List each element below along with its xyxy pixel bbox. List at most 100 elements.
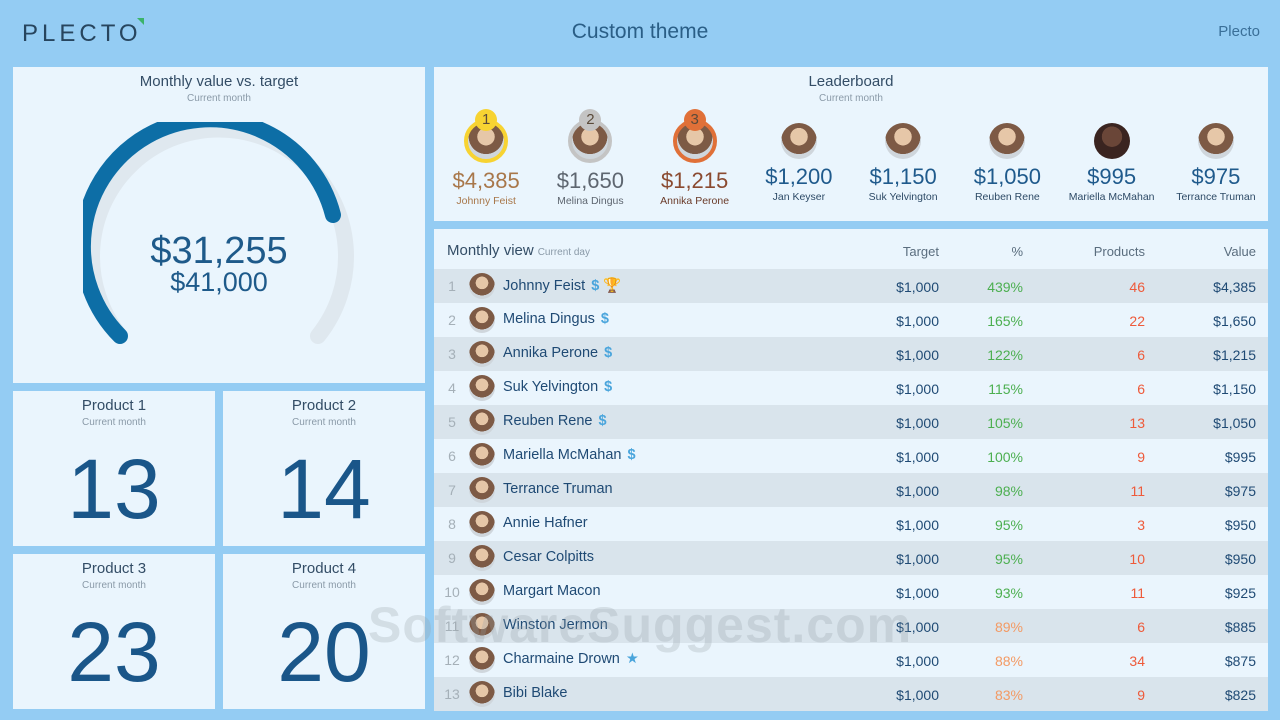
leaderboard-value: $995 xyxy=(1087,164,1137,189)
column-header-products[interactable]: Products xyxy=(1093,244,1145,259)
table-row[interactable]: 3 Annika Perone $ $1,000 122% 6 $1,215 xyxy=(434,337,1268,371)
leaderboard-list: 1 $4,385 Johnny Feist 2 $1,650 Melina Di… xyxy=(434,109,1268,207)
leaderboard-widget: Leaderboard Current month 1 $4,385 Johnn… xyxy=(434,67,1268,221)
achievement-icon: $ xyxy=(604,379,613,395)
table-row[interactable]: 6 Mariella McMahan $ $1,000 100% 9 $995 xyxy=(434,439,1268,473)
row-percent: 105% xyxy=(987,415,1023,431)
row-target: $1,000 xyxy=(896,551,939,567)
column-header-target[interactable]: Target xyxy=(902,244,939,259)
row-percent: 98% xyxy=(994,483,1023,499)
widget-subtitle: Current month xyxy=(82,417,146,428)
row-products: 6 xyxy=(1137,619,1145,635)
widget-subtitle: Current month xyxy=(292,580,356,591)
avatar xyxy=(469,647,495,673)
row-target: $1,000 xyxy=(896,619,939,635)
account-link[interactable]: Plecto xyxy=(1218,23,1260,40)
row-products: 13 xyxy=(1129,415,1145,431)
row-name: Winston Jermon xyxy=(503,617,614,633)
leaderboard-name: Annika Perone xyxy=(660,195,730,207)
row-products: 9 xyxy=(1137,449,1145,465)
row-value: $975 xyxy=(1224,483,1256,499)
employee-name: Suk Yelvington xyxy=(503,379,599,395)
row-value: $1,050 xyxy=(1213,415,1256,431)
avatar xyxy=(469,409,495,435)
leaderboard-value: $1,150 xyxy=(869,164,937,189)
table-row[interactable]: 8 Annie Hafner $1,000 95% 3 $950 xyxy=(434,507,1268,541)
table-row[interactable]: 2 Melina Dingus $ $1,000 165% 22 $1,650 xyxy=(434,303,1268,337)
gauge-arc xyxy=(83,122,354,344)
leaderboard-name: Mariella McMahan xyxy=(1068,191,1155,203)
gauge-widget: Monthly value vs. target Current month $… xyxy=(13,67,425,383)
achievement-icon: $ xyxy=(604,345,613,361)
row-products: 6 xyxy=(1137,347,1145,363)
avatar xyxy=(469,443,495,469)
table-row[interactable]: 12 Charmaine Drown ★ $1,000 88% 34 $875 xyxy=(434,643,1268,677)
employee-name: Annie Hafner xyxy=(503,515,588,531)
leaderboard-item: 3 $1,215 Annika Perone xyxy=(643,109,747,207)
avatar xyxy=(469,613,495,639)
row-target: $1,000 xyxy=(896,585,939,601)
avatar xyxy=(469,579,495,605)
row-rank: 3 xyxy=(448,346,456,362)
avatar xyxy=(989,123,1026,159)
table-row[interactable]: 1 Johnny Feist $ 🏆 $1,000 439% 46 $4,385 xyxy=(434,269,1268,303)
avatar xyxy=(469,545,495,571)
widget-title: Product 1 xyxy=(81,397,147,414)
avatar xyxy=(780,123,817,159)
table-row[interactable]: 7 Terrance Truman $1,000 98% 11 $975 xyxy=(434,473,1268,507)
row-value: $1,150 xyxy=(1213,381,1256,397)
row-target: $1,000 xyxy=(896,279,939,295)
row-rank: 4 xyxy=(448,380,456,396)
leaderboard-item: 1 $4,385 Johnny Feist xyxy=(434,109,538,207)
table-row[interactable]: 10 Margart Macon $1,000 93% 11 $925 xyxy=(434,575,1268,609)
row-name: Annika Perone $ xyxy=(503,345,612,361)
widget-title: Product 4 xyxy=(291,560,357,577)
row-rank: 6 xyxy=(448,448,456,464)
table-row[interactable]: 4 Suk Yelvington $ $1,000 115% 6 $1,150 xyxy=(434,371,1268,405)
logo-text: PLECTO xyxy=(22,20,142,47)
row-name: Melina Dingus $ xyxy=(503,311,609,327)
plecto-logo[interactable]: PLECTO xyxy=(22,18,144,48)
row-products: 22 xyxy=(1129,313,1145,329)
avatar xyxy=(469,477,495,503)
row-value: $825 xyxy=(1224,687,1256,703)
widget-title: Product 3 xyxy=(81,560,147,577)
column-header-percent[interactable]: % xyxy=(1011,244,1023,259)
row-target: $1,000 xyxy=(896,653,939,669)
monthly-view-table: Monthly view Current day Target % Product… xyxy=(434,229,1268,711)
rank-badge-bronze: 3 xyxy=(683,109,706,131)
table-row[interactable]: 11 Winston Jermon $1,000 89% 6 $885 xyxy=(434,609,1268,643)
row-rank: 12 xyxy=(444,652,460,668)
widget-title: Monthly value vs. target xyxy=(139,73,299,90)
row-value: $995 xyxy=(1224,449,1256,465)
rank-badge-gold: 1 xyxy=(475,109,498,131)
table-row[interactable]: 13 Bibi Blake $1,000 83% 9 $825 xyxy=(434,677,1268,711)
row-target: $1,000 xyxy=(896,381,939,397)
gauge-target: $41,000 xyxy=(170,267,268,297)
row-rank: 1 xyxy=(448,278,456,294)
table-row[interactable]: 5 Reuben Rene $ $1,000 105% 13 $1,050 xyxy=(434,405,1268,439)
row-percent: 122% xyxy=(987,347,1023,363)
leaderboard-value: $4,385 xyxy=(452,168,520,193)
leaderboard-name: Melina Dingus xyxy=(557,195,624,207)
row-percent: 93% xyxy=(994,585,1023,601)
employee-name: Margart Macon xyxy=(503,583,601,599)
avatar xyxy=(469,511,495,537)
row-percent: 83% xyxy=(994,687,1023,703)
employee-name: Cesar Colpitts xyxy=(503,549,595,565)
leaderboard-item: $975 Terrance Truman xyxy=(1164,123,1268,207)
column-header-value[interactable]: Value xyxy=(1223,244,1256,259)
widget-subtitle: Current month xyxy=(819,93,883,104)
row-products: 34 xyxy=(1129,653,1145,669)
leaderboard-name: Johnny Feist xyxy=(456,195,516,207)
product-count: 14 xyxy=(277,442,371,536)
avatar xyxy=(464,119,509,163)
avatar xyxy=(469,273,495,299)
product-2-tile: Product 2 Current month 14 xyxy=(223,391,425,546)
row-products: 46 xyxy=(1129,279,1145,295)
row-name: Suk Yelvington $ xyxy=(503,379,612,395)
table-row[interactable]: 9 Cesar Colpitts $1,000 95% 10 $950 xyxy=(434,541,1268,575)
employee-name: Bibi Blake xyxy=(503,685,568,701)
row-percent: 95% xyxy=(994,551,1023,567)
row-rank: 8 xyxy=(448,516,456,532)
